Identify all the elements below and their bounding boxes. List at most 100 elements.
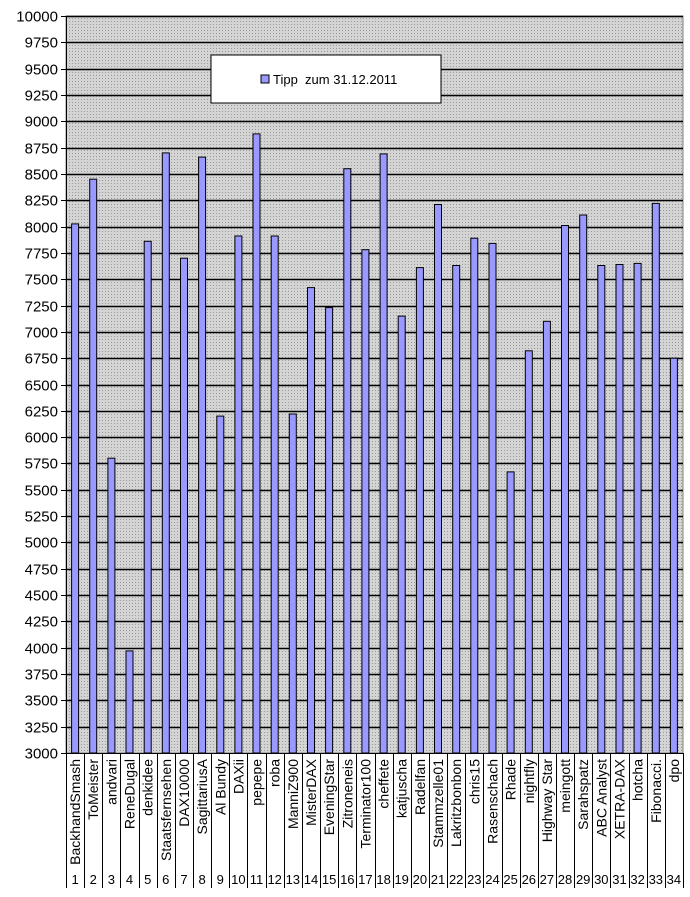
x-category-label: Lakritzbonbon [448,759,464,847]
bar [615,264,624,754]
x-category-number: 8 [198,872,205,887]
y-tick-label: 5000 [25,535,58,552]
x-category-number: 25 [503,872,517,887]
bar [524,350,533,754]
y-tick-label: 5250 [25,509,58,526]
bar [651,202,660,754]
x-category-number: 29 [576,872,590,887]
x-category-label: denkidee [140,759,156,816]
x-category-label: ReneDugal [122,759,138,829]
y-tick-label: 7750 [25,246,58,263]
x-category-label: BackhandSmash [67,759,83,865]
x-category-number: 11 [250,872,264,887]
bar [71,223,80,754]
x-category-label: ABC Analyst [593,759,609,837]
x-category-label: XETRA-DAX [612,758,628,839]
x-category-number: 13 [286,872,300,887]
legend-box [210,54,442,104]
y-tick-label: 7500 [25,272,58,289]
bar [343,168,352,754]
x-category-label: SagittariusA [194,758,210,834]
bar [452,265,461,754]
x-category-label: hotcha [630,759,646,801]
x-category-label: Terminator100 [357,759,373,849]
x-category-number: 26 [522,872,536,887]
bar [252,133,261,754]
x-category-label: andvari [103,759,119,805]
x-category-label: EveningStar [321,759,337,836]
y-tick-label: 8500 [25,167,58,184]
x-category-label: Stammzelle01 [430,759,446,848]
bar [107,457,116,754]
x-category-label: meingott [557,759,573,813]
x-category-number: 9 [217,872,224,887]
x-category-label: Sarahspatz [575,759,591,830]
y-tick-label: 4750 [25,562,58,579]
x-category-number: 18 [376,872,390,887]
x-category-number: 23 [467,872,481,887]
x-category-label: nightfly [521,759,537,803]
x-category-number: 24 [485,872,499,887]
x-category-number: 19 [394,872,408,887]
bar [270,235,279,754]
x-category-number: 33 [649,872,663,887]
y-tick-label: 6250 [25,404,58,421]
bar [597,265,606,754]
x-category-label: DAX10000 [176,759,192,827]
x-category-number: 28 [558,872,572,887]
bar [633,262,642,754]
x-category-label: Radelfan [412,759,428,815]
bar [325,307,334,754]
x-category-label: MisterDAX [303,758,319,826]
bar [470,237,479,754]
y-tick-label: 3750 [25,667,58,684]
bar [198,156,207,754]
y-tick-label: 6500 [25,378,58,395]
bar [669,357,678,754]
bar [397,315,406,754]
bar [379,153,388,754]
x-category-label: roba [267,759,283,787]
y-tick-label: 8750 [25,141,58,158]
y-tick-label: 9500 [25,62,58,79]
bar [542,320,551,754]
x-category-number: 1 [71,872,78,887]
bar [415,267,424,754]
bar [307,287,315,754]
bar [561,225,569,754]
y-tick-label: 5500 [25,483,58,500]
bar [89,178,98,754]
bar [506,471,515,754]
x-category-number: 12 [267,872,281,887]
x-category-label: Rhade [503,759,519,800]
y-tick-label: 10000 [16,9,58,26]
x-category-label: Al Bundy [212,759,228,815]
bar [434,204,442,754]
bar [234,235,243,754]
y-tick-label: 6000 [25,430,58,447]
bar [125,650,134,754]
bar [180,257,188,754]
bar [361,249,370,754]
y-tick-label: 5750 [25,456,58,473]
x-category-number: 4 [126,872,133,887]
x-category-number: 30 [594,872,608,887]
x-category-number: 14 [304,872,318,887]
legend: Tipp zum 31.12.2011 [210,54,442,104]
x-category-label: Fibonacci. [648,759,664,823]
bar [579,214,588,754]
x-category-number: 22 [449,872,463,887]
y-tick-label: 3000 [25,746,58,763]
y-tick-label: 9000 [25,114,58,131]
x-category-label: chris15 [466,759,482,804]
y-tick-label: 9750 [25,35,58,52]
legend-label: Tipp zum 31.12.2011 [273,72,397,87]
x-category-label: Rasenschach [485,759,501,844]
x-category-number: 21 [431,872,445,887]
x-category-label: ToMeister [85,759,101,820]
bar [161,152,170,754]
y-tick-label: 9250 [25,88,58,105]
y-tick-label: 4250 [25,614,58,631]
x-category-label: katjuscha [394,759,410,818]
